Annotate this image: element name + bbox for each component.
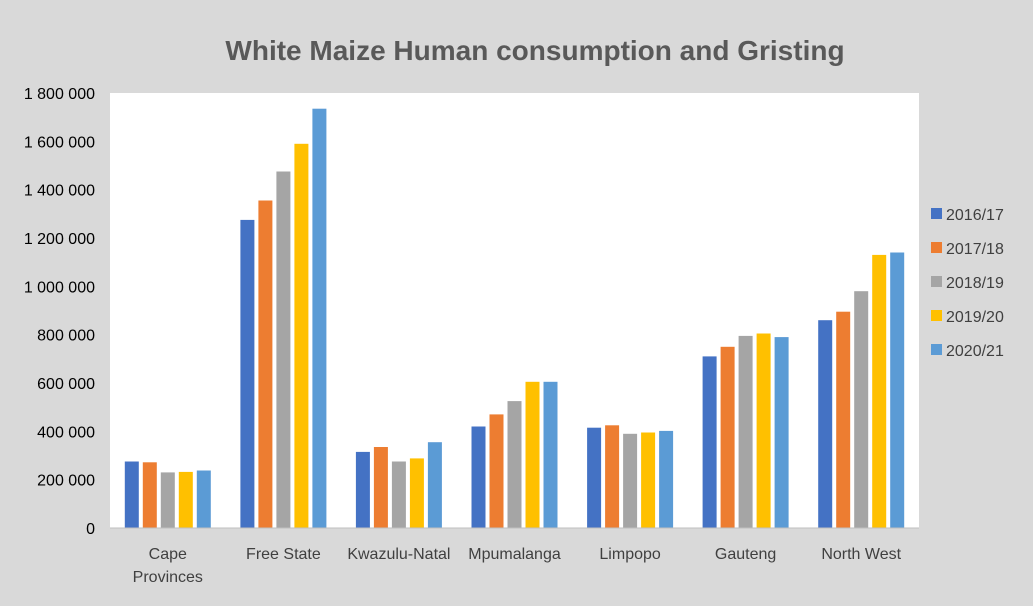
bar-2016-17-limpopo — [587, 427, 602, 528]
bar-2019-20-free-state — [294, 143, 309, 529]
x-tick-label: North West — [821, 546, 901, 563]
legend-item: 2020/21 — [931, 343, 1004, 360]
legend-item: 2019/20 — [931, 309, 1004, 326]
legend-label: 2018/19 — [946, 275, 1004, 292]
bar-2018-19-north-west — [854, 291, 869, 528]
bar-2017-18-cape-provinces — [142, 462, 157, 528]
bar-2018-19-limpopo — [623, 433, 638, 529]
bar-2020-21-cape-provinces — [196, 470, 211, 528]
y-tick-label: 800 000 — [37, 328, 95, 345]
y-tick-label: 1 400 000 — [24, 183, 95, 200]
legend-swatch — [931, 310, 942, 321]
bar-2016-17-mpumalanga — [471, 426, 486, 528]
x-tick-label: Free State — [246, 546, 321, 563]
bar-2019-20-north-west — [872, 254, 887, 528]
bar-2019-20-cape-provinces — [178, 471, 193, 528]
legend-swatch — [931, 344, 942, 355]
bar-2020-21-kwazulu-natal — [427, 442, 442, 528]
legend-label: 2017/18 — [946, 241, 1004, 258]
y-tick-label: 1 200 000 — [24, 231, 95, 248]
bar-2017-18-limpopo — [605, 425, 620, 528]
x-axis-ticks: Cape Provinces Free State Kwazulu-Natal Mpum… — [133, 546, 902, 586]
bar-2016-17-north-west — [818, 320, 833, 528]
legend-item: 2018/19 — [931, 275, 1004, 292]
bar-2018-19-gauteng — [738, 335, 753, 528]
bar-2016-17-kwazulu-natal — [355, 451, 370, 528]
bar-2019-20-kwazulu-natal — [409, 458, 424, 528]
x-tick-label: Gauteng — [715, 546, 776, 563]
y-tick-label: 0 — [86, 521, 95, 538]
bar-2018-19-free-state — [276, 171, 291, 528]
bar-2020-21-north-west — [890, 252, 905, 528]
y-tick-label: 1 600 000 — [24, 134, 95, 151]
y-tick-label: 200 000 — [37, 473, 95, 490]
chart-title: White Maize Human consumption and Gristi… — [225, 35, 844, 66]
bar-2017-18-mpumalanga — [489, 414, 504, 528]
legend-swatch — [931, 242, 942, 253]
bars-layer — [124, 108, 905, 529]
bar-2020-21-limpopo — [659, 430, 674, 528]
bar-2020-21-mpumalanga — [543, 381, 558, 528]
bar-2016-17-free-state — [240, 219, 255, 528]
x-tick-label: Limpopo — [599, 546, 660, 563]
bar-2019-20-gauteng — [756, 333, 771, 528]
legend-swatch — [931, 208, 942, 219]
y-tick-label: 400 000 — [37, 424, 95, 441]
y-tick-label: 1 000 000 — [24, 279, 95, 296]
y-tick-label: 1 800 000 — [24, 86, 95, 103]
bar-2020-21-free-state — [312, 108, 327, 528]
bar-2017-18-north-west — [836, 311, 851, 528]
bar-2016-17-gauteng — [702, 356, 717, 528]
legend-swatch — [931, 276, 942, 287]
bar-2018-19-kwazulu-natal — [391, 461, 406, 528]
legend-label: 2020/21 — [946, 343, 1004, 360]
legend: 2016/17 2017/18 2018/19 2019/20 2020/21 — [931, 207, 1004, 360]
legend-label: 2016/17 — [946, 207, 1004, 224]
bar-2018-19-mpumalanga — [507, 401, 522, 528]
bar-2018-19-cape-provinces — [160, 472, 175, 528]
legend-item: 2017/18 — [931, 241, 1004, 258]
x-tick-label: Cape Provinces — [133, 546, 203, 586]
x-tick-label: Mpumalanga — [468, 546, 561, 563]
bar-2017-18-free-state — [258, 200, 273, 528]
y-axis-ticks: 0 200 000 400 000 600 000 800 000 1 000 000 1 … — [24, 86, 95, 538]
bar-2017-18-kwazulu-natal — [373, 447, 388, 528]
bar-2019-20-limpopo — [641, 432, 656, 528]
bar-2016-17-cape-provinces — [124, 461, 139, 528]
y-tick-label: 600 000 — [37, 376, 95, 393]
bar-2017-18-gauteng — [720, 346, 735, 529]
bar-2020-21-gauteng — [774, 337, 789, 528]
bar-2019-20-mpumalanga — [525, 381, 540, 528]
x-tick-label: Kwazulu-Natal — [347, 546, 450, 563]
legend-item: 2016/17 — [931, 207, 1004, 224]
legend-label: 2019/20 — [946, 309, 1004, 326]
